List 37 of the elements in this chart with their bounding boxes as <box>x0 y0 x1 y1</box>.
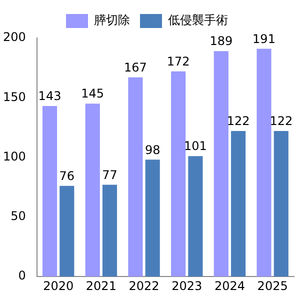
bar <box>188 156 203 277</box>
y-tick-label: 150 <box>3 90 26 104</box>
x-tick-label: 2021 <box>86 278 116 293</box>
bar <box>42 106 58 277</box>
bar <box>128 77 143 277</box>
legend-label: 膵切除 <box>94 13 130 28</box>
y-tick-label: 100 <box>3 149 26 164</box>
data-label: 122 <box>270 114 293 128</box>
bar <box>171 71 186 277</box>
x-tick-label: 2020 <box>43 278 74 293</box>
y-tick-label: 200 <box>3 30 26 44</box>
bar <box>145 160 160 277</box>
y-tick-label: 0 <box>18 268 26 283</box>
data-label: 172 <box>166 54 190 69</box>
bar <box>274 131 288 277</box>
bar <box>60 186 74 277</box>
legend-label: 低侵襲手術 <box>168 13 228 28</box>
bar <box>85 104 100 277</box>
bar <box>231 131 246 277</box>
data-label: 145 <box>81 86 104 101</box>
data-label: 191 <box>252 32 276 46</box>
data-label: 98 <box>144 142 160 157</box>
data-label: 76 <box>59 169 75 184</box>
x-tick-label: 2024 <box>214 278 245 293</box>
bar <box>102 184 118 277</box>
y-tick-label: 50 <box>10 209 26 224</box>
x-tick-label: 2023 <box>172 278 202 293</box>
bar <box>256 48 272 277</box>
bar <box>214 51 228 277</box>
x-tick-label: 2025 <box>257 278 288 293</box>
data-label: 167 <box>124 60 147 74</box>
data-label: 189 <box>210 34 233 48</box>
data-label: 122 <box>226 114 250 128</box>
data-label: 101 <box>184 139 207 154</box>
data-label: 77 <box>102 168 118 182</box>
data-label: 143 <box>38 89 62 104</box>
x-tick-label: 2022 <box>128 278 160 293</box>
